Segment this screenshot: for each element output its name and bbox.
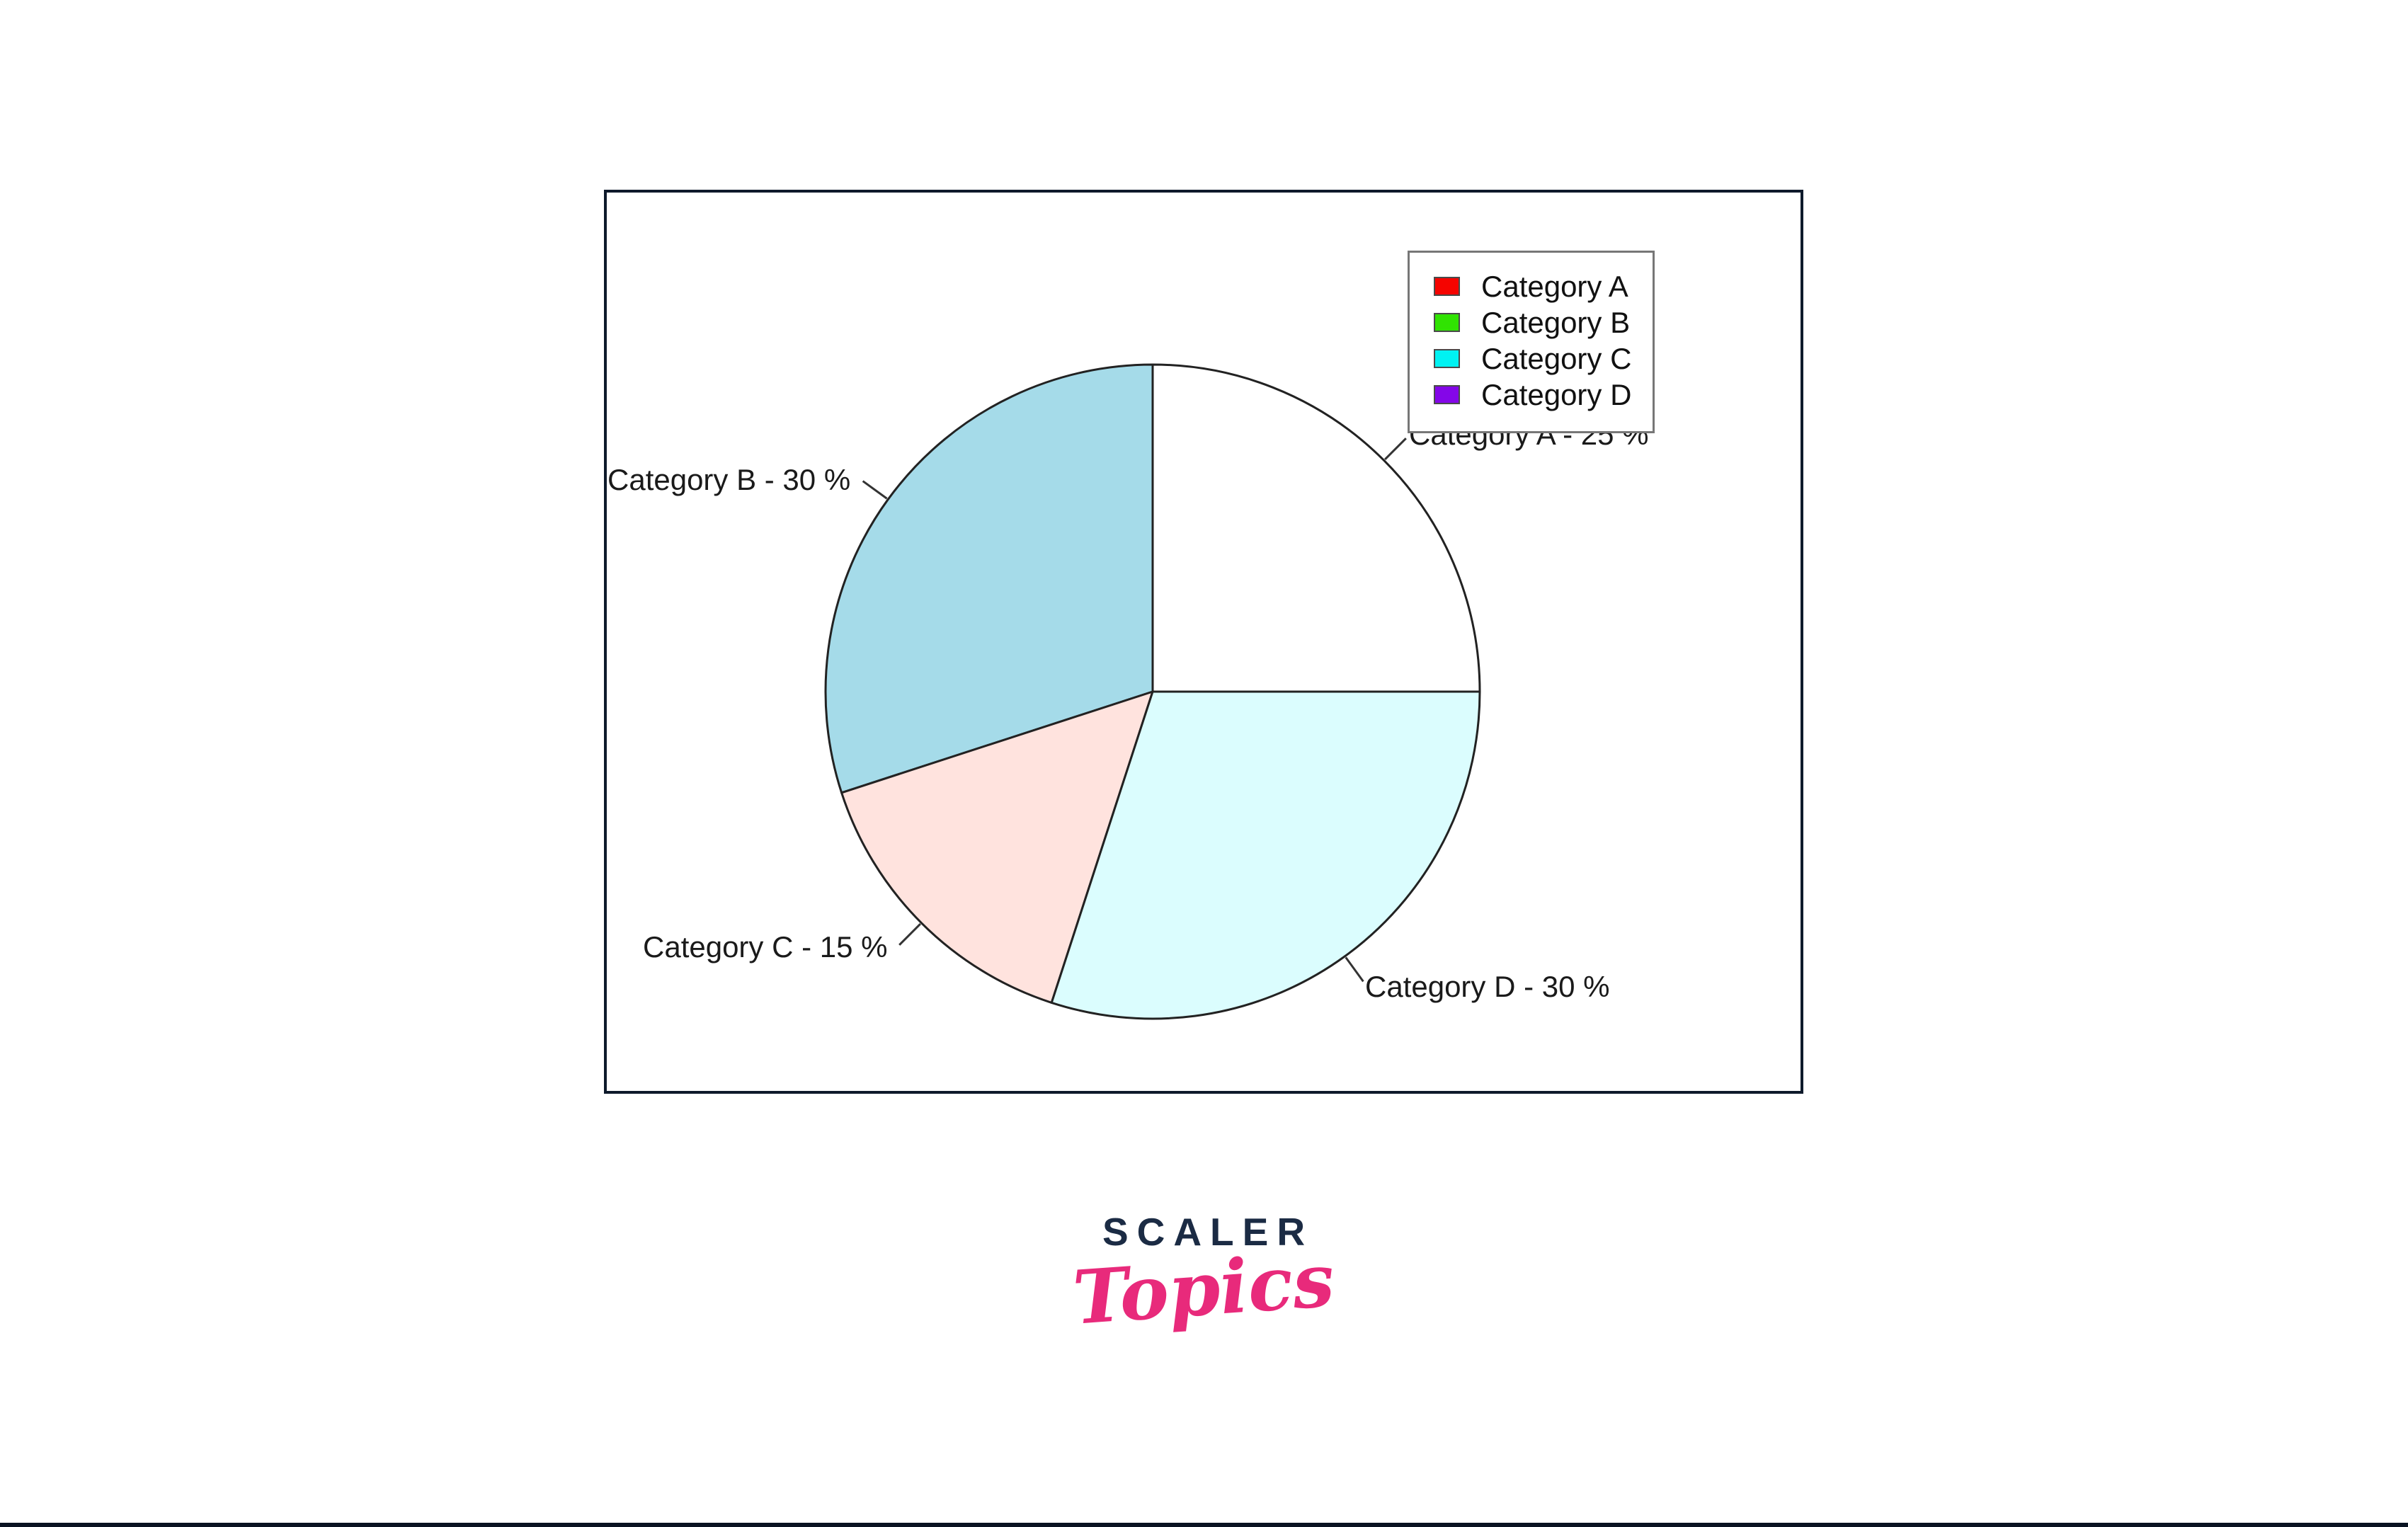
bottom-bar (0, 1523, 2408, 1527)
logo-sub-text: Topics (1070, 1236, 1337, 1342)
logo-brand-text: SCALER (1102, 1210, 1314, 1254)
legend-swatch-category-d (1434, 385, 1460, 404)
legend-label: Category C (1481, 341, 1632, 375)
slice-label-category-b: Category B - 30 % (607, 463, 851, 496)
slice-label-category-c: Category C - 15 % (643, 930, 888, 963)
legend-item-category-c: Category C (1410, 341, 1653, 377)
legend-label: Category B (1481, 305, 1631, 339)
legend-label: Category D (1481, 377, 1632, 411)
legend-swatch-category-a (1434, 277, 1460, 296)
legend-label: Category A (1481, 269, 1628, 303)
legend-swatch-category-c (1434, 349, 1460, 368)
chart-legend: Category A Category B Category C Categor… (1408, 251, 1655, 433)
legend-item-category-b: Category B (1410, 304, 1653, 341)
slice-label-category-d: Category D - 30 % (1365, 970, 1610, 1003)
legend-swatch-category-b (1434, 313, 1460, 332)
scaler-topics-logo: SCALER Topics (1071, 1209, 1337, 1342)
legend-item-category-a: Category A (1410, 268, 1653, 304)
legend-item-category-d: Category D (1410, 377, 1653, 413)
